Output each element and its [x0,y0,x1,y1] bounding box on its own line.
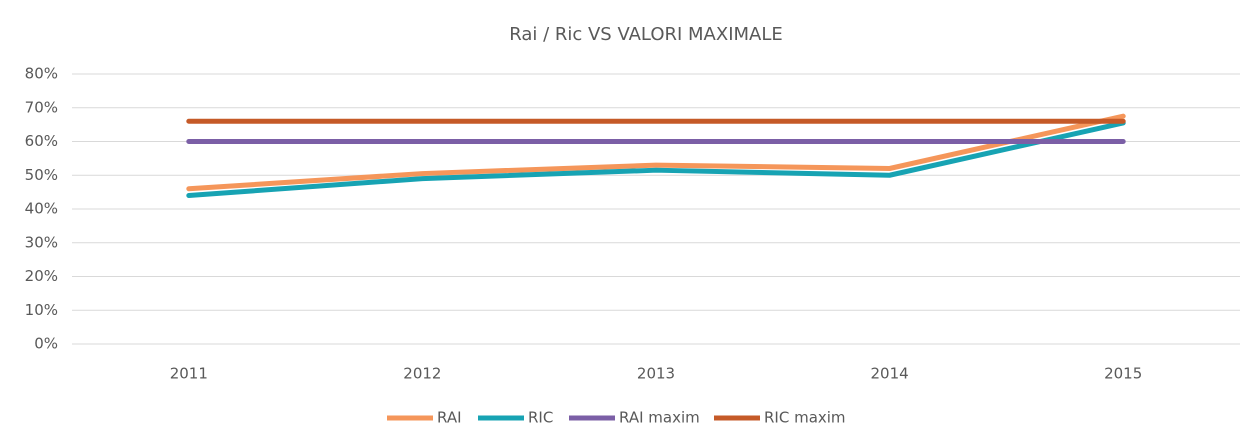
y-tick-label: 60% [25,132,58,150]
x-tick-label: 2014 [871,365,909,383]
series-line [186,120,1126,198]
y-tick-label: 80% [25,65,58,83]
x-tick-label: 2013 [637,365,675,383]
y-tick-label: 30% [25,233,58,251]
legend-label: RAI maxim [619,409,700,427]
x-tick-label: 2012 [403,365,441,383]
y-tick-label: 10% [25,301,58,319]
series-line [186,113,1126,192]
y-tick-label: 40% [25,200,58,218]
x-tick-label: 2011 [170,365,208,383]
x-tick-label: 2015 [1104,365,1142,383]
y-tick-label: 0% [34,335,58,353]
legend-label: RAI [437,409,462,427]
y-tick-label: 70% [25,98,58,116]
y-tick-label: 50% [25,166,58,184]
y-tick-label: 20% [25,267,58,285]
legend-label: RIC [528,409,553,427]
chart-title: Rai / Ric VS VALORI MAXIMALE [509,24,783,45]
legend-label: RIC maxim [764,409,846,427]
